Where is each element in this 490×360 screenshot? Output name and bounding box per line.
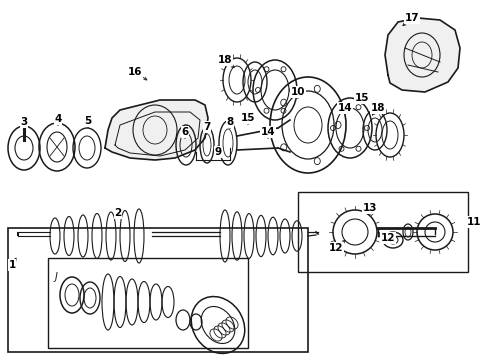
Text: 18: 18	[371, 103, 385, 113]
Text: 18: 18	[218, 55, 232, 65]
Text: 16: 16	[128, 67, 142, 77]
Bar	[8, 228, 308, 352]
Text: 7: 7	[203, 122, 211, 132]
Text: 15: 15	[355, 93, 369, 103]
Text: 12: 12	[329, 243, 343, 253]
Polygon shape	[385, 18, 460, 92]
Text: 10: 10	[291, 87, 305, 97]
Text: 1: 1	[8, 260, 16, 270]
Text: 4: 4	[54, 114, 62, 124]
Text: 5: 5	[84, 116, 92, 126]
Text: 6: 6	[181, 127, 189, 137]
Text: 2: 2	[114, 208, 122, 218]
Text: 14: 14	[261, 127, 275, 137]
Text: 8: 8	[226, 117, 234, 127]
Text: 3: 3	[21, 117, 27, 127]
Text: 11: 11	[467, 217, 481, 227]
Text: 14: 14	[338, 103, 352, 113]
Text: 12: 12	[381, 233, 395, 243]
Text: 15: 15	[241, 113, 255, 123]
Text: 17: 17	[405, 13, 419, 23]
Polygon shape	[105, 100, 208, 160]
Text: 9: 9	[215, 147, 221, 157]
Text: 13: 13	[363, 203, 377, 213]
Text: J: J	[55, 272, 58, 282]
Bar	[48, 258, 248, 348]
Bar	[298, 192, 468, 272]
